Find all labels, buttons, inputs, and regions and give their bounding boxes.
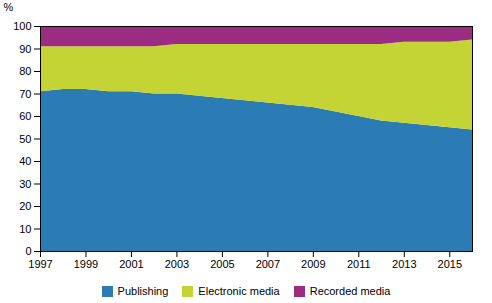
svg-text:70: 70 <box>19 88 31 100</box>
svg-text:30: 30 <box>19 178 31 190</box>
svg-text:50: 50 <box>19 133 31 145</box>
svg-text:2007: 2007 <box>256 258 280 270</box>
svg-text:1999: 1999 <box>74 258 98 270</box>
svg-text:2013: 2013 <box>392 258 416 270</box>
svg-text:2015: 2015 <box>438 258 462 270</box>
svg-text:2001: 2001 <box>119 258 143 270</box>
svg-text:0: 0 <box>25 245 31 257</box>
svg-text:1997: 1997 <box>28 258 52 270</box>
svg-text:60: 60 <box>19 110 31 122</box>
svg-text:10: 10 <box>19 223 31 235</box>
svg-text:2011: 2011 <box>347 258 371 270</box>
svg-text:100: 100 <box>13 20 31 32</box>
html-text:Publishing: Publishing <box>117 285 169 297</box>
html-text:Electronic media: Electronic media <box>198 285 280 297</box>
svg-text:40: 40 <box>19 155 31 167</box>
html-text:Recorded media: Recorded media <box>309 285 391 297</box>
svg-text:20: 20 <box>19 200 31 212</box>
svg-text:80: 80 <box>19 65 31 77</box>
svg-text:2009: 2009 <box>301 258 325 270</box>
svg-text:2005: 2005 <box>210 258 234 270</box>
svg-text:90: 90 <box>19 43 31 55</box>
svg-text:%: % <box>4 1 14 13</box>
svg-text:2003: 2003 <box>165 258 189 270</box>
